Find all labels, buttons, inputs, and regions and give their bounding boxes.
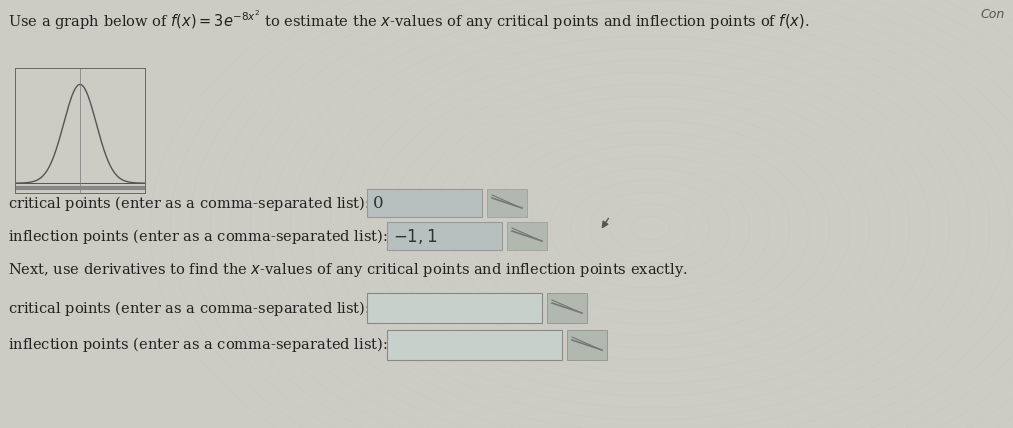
Bar: [567, 330, 607, 360]
Bar: [506, 222, 547, 250]
Text: $-1,1$: $-1,1$: [393, 226, 438, 246]
Text: Next, use derivatives to find the $x$-values of any critical points and inflecti: Next, use derivatives to find the $x$-va…: [8, 261, 688, 279]
Bar: [487, 189, 527, 217]
Bar: [387, 222, 502, 250]
Text: critical points (enter as a comma-separated list):  $x = $: critical points (enter as a comma-separa…: [8, 193, 403, 212]
Bar: [547, 293, 587, 323]
Text: Con: Con: [981, 8, 1005, 21]
Text: Use a graph below of $f(x) = 3e^{-8x^2}$ to estimate the $x$-values of any criti: Use a graph below of $f(x) = 3e^{-8x^2}$…: [8, 8, 809, 32]
Bar: [387, 330, 562, 360]
Text: inflection points (enter as a comma-separated list):  $x = $: inflection points (enter as a comma-sepa…: [8, 336, 420, 354]
Text: critical points (enter as a comma-separated list):  $x = $: critical points (enter as a comma-separa…: [8, 298, 403, 318]
Bar: [367, 189, 482, 217]
Text: 0: 0: [373, 194, 384, 211]
Text: inflection points (enter as a comma-separated list):  $x = $: inflection points (enter as a comma-sepa…: [8, 226, 420, 246]
Bar: [367, 293, 542, 323]
